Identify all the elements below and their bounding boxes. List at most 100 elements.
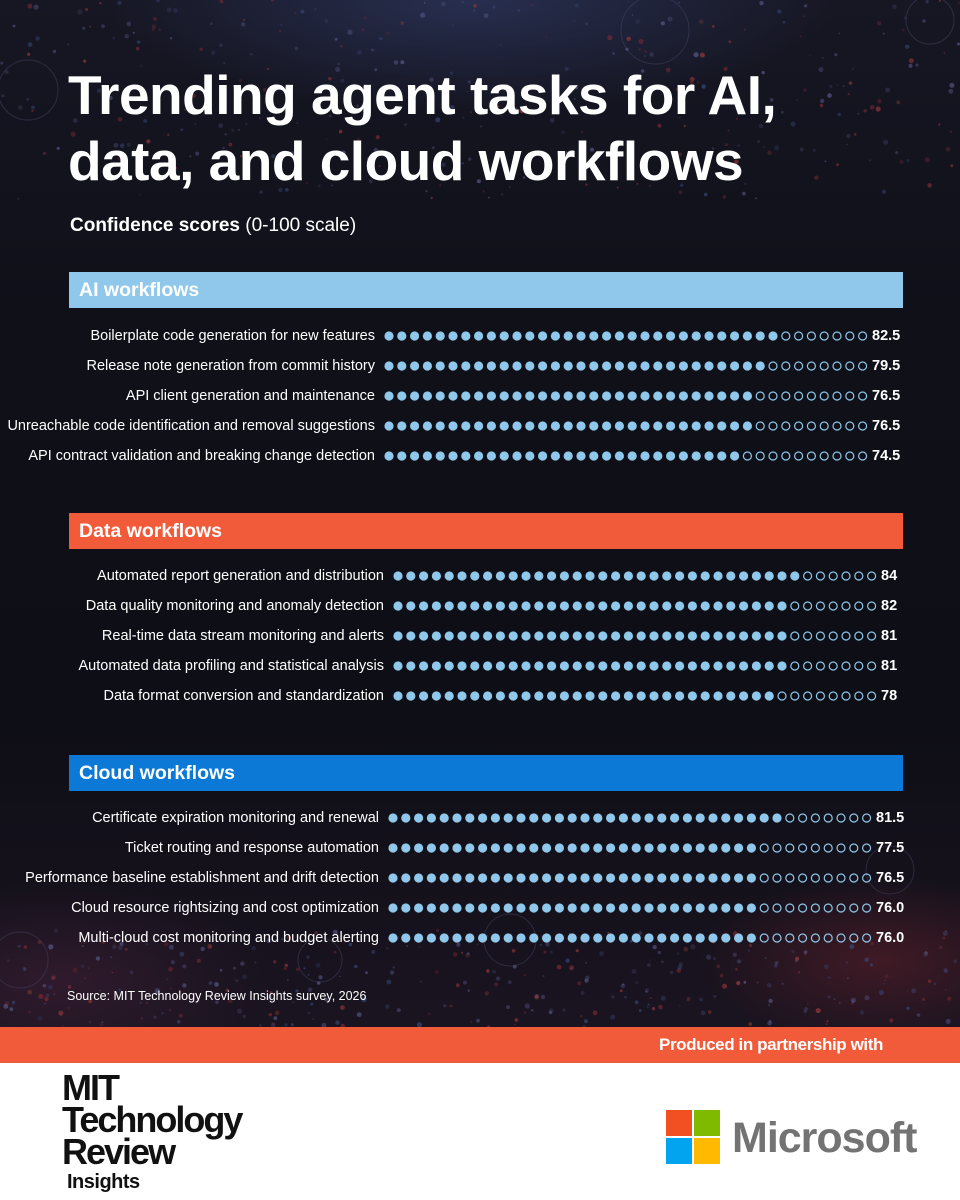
background-speck <box>487 1025 491 1027</box>
background-speck <box>62 1025 64 1027</box>
background-speck <box>796 99 798 102</box>
background-speck <box>271 154 276 159</box>
background-speck <box>88 1020 92 1024</box>
background-speck <box>678 962 683 967</box>
background-speck <box>452 952 458 957</box>
background-speck <box>325 138 328 141</box>
background-speck <box>722 195 726 199</box>
background-speck <box>27 42 33 47</box>
background-speck <box>101 24 105 29</box>
value-label: 74.5 <box>872 448 901 464</box>
background-speck <box>47 984 53 990</box>
background-speck <box>945 1018 951 1024</box>
background-speck <box>108 95 113 100</box>
background-speck <box>908 58 914 64</box>
background-speck <box>569 967 573 971</box>
background-speck <box>70 131 76 137</box>
background-speck <box>214 982 219 987</box>
background-speck <box>435 928 440 933</box>
background-speck <box>882 189 887 194</box>
background-speck <box>661 960 664 964</box>
background-speck <box>944 989 947 992</box>
background-speck <box>699 52 705 58</box>
partner-text: Produced in partnership with <box>659 1035 883 1054</box>
background-speck <box>892 4 897 9</box>
background-speck <box>167 172 170 176</box>
background-speck <box>569 965 574 971</box>
background-speck <box>138 193 141 196</box>
background-speck <box>167 133 170 137</box>
background-speck <box>300 9 305 14</box>
background-speck <box>563 151 569 156</box>
background-speck <box>236 1008 243 1014</box>
background-speck <box>711 939 716 944</box>
background-speck <box>328 114 332 118</box>
background-speck <box>492 5 496 9</box>
background-speck <box>146 139 151 144</box>
background-speck <box>221 108 225 111</box>
background-speck <box>942 936 946 940</box>
background-speck <box>944 929 948 933</box>
background-speck <box>280 23 283 26</box>
value-label: 76.5 <box>876 870 905 886</box>
background-speck <box>441 162 446 167</box>
background-speck <box>392 966 395 969</box>
background-speck <box>33 4 39 10</box>
background-speck <box>506 83 508 86</box>
background-speck <box>501 115 503 117</box>
background-speck <box>660 995 666 1001</box>
background-speck <box>706 954 712 960</box>
background-speck <box>416 1022 422 1027</box>
background-speck <box>564 67 569 71</box>
logo-line-insights: Insights <box>67 1171 140 1193</box>
background-speck <box>266 67 270 71</box>
background-speck <box>139 1001 142 1004</box>
value-label: 76.0 <box>876 930 905 946</box>
background-speck <box>287 935 291 940</box>
background-speck <box>132 31 135 34</box>
background-speck <box>727 129 730 132</box>
background-speck <box>581 131 584 133</box>
background-speck <box>279 30 282 33</box>
background-speck <box>72 967 78 973</box>
background-speck <box>767 1020 772 1026</box>
subtitle-bold: Confidence scores <box>70 215 240 236</box>
value-label: 82.5 <box>872 328 901 344</box>
background-speck <box>757 140 760 143</box>
background-speck <box>23 945 28 949</box>
background-speck <box>295 989 299 993</box>
background-speck <box>99 1022 104 1027</box>
background-speck <box>540 994 546 1000</box>
background-speck <box>339 975 341 978</box>
background-speck <box>284 1023 288 1027</box>
background-speck <box>386 947 389 950</box>
background-speck <box>533 112 536 115</box>
background-speck <box>449 1004 453 1008</box>
background-speck <box>585 22 588 26</box>
background-speck <box>434 969 439 975</box>
background-speck <box>361 28 365 32</box>
background-speck <box>638 38 644 45</box>
background-speck <box>945 146 951 152</box>
background-speck <box>457 942 461 946</box>
background-speck <box>781 982 784 985</box>
background-speck <box>363 16 367 20</box>
background-speck <box>67 1006 70 1010</box>
background-speck <box>782 20 786 24</box>
background-globe <box>905 0 955 45</box>
background-speck <box>112 944 117 950</box>
background-speck <box>7 959 10 962</box>
background-speck <box>249 53 253 56</box>
category-label: Certificate expiration monitoring and re… <box>92 810 379 826</box>
background-speck <box>245 122 248 125</box>
background-speck <box>922 19 926 23</box>
background-speck <box>462 116 465 119</box>
value-label: 78 <box>881 688 898 704</box>
background-speck <box>154 990 159 995</box>
background-speck <box>531 1009 534 1012</box>
background-speck <box>569 932 571 935</box>
background-speck <box>22 967 27 971</box>
background-speck <box>534 994 539 999</box>
background-speck <box>722 983 727 989</box>
background-speck <box>883 139 889 145</box>
